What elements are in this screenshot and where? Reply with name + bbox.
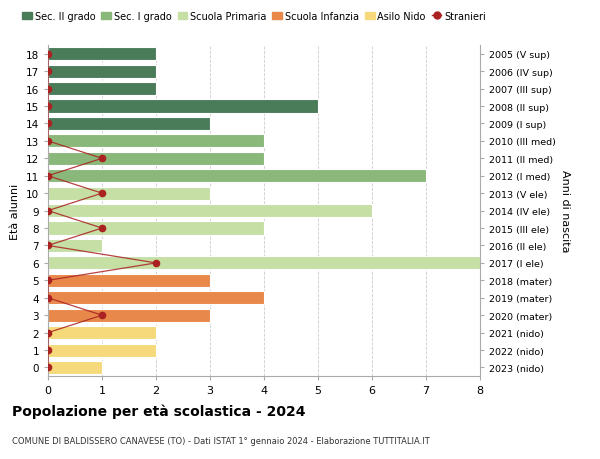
Bar	[48, 100, 318, 113]
Bar	[48, 240, 102, 252]
Bar	[48, 326, 156, 339]
Bar	[48, 222, 264, 235]
Text: COMUNE DI BALDISSERO CANAVESE (TO) - Dati ISTAT 1° gennaio 2024 - Elaborazione T: COMUNE DI BALDISSERO CANAVESE (TO) - Dat…	[12, 436, 430, 445]
Bar	[48, 152, 264, 166]
Bar	[48, 118, 210, 131]
Text: Popolazione per età scolastica - 2024: Popolazione per età scolastica - 2024	[12, 404, 305, 419]
Bar	[48, 309, 210, 322]
Bar	[48, 48, 156, 61]
Bar	[48, 170, 426, 183]
Y-axis label: Anni di nascita: Anni di nascita	[560, 170, 570, 252]
Legend: Sec. II grado, Sec. I grado, Scuola Primaria, Scuola Infanzia, Asilo Nido, Stran: Sec. II grado, Sec. I grado, Scuola Prim…	[19, 8, 490, 26]
Bar	[48, 187, 210, 200]
Bar	[48, 257, 480, 270]
Bar	[48, 83, 156, 96]
Bar	[48, 291, 264, 305]
Y-axis label: Età alunni: Età alunni	[10, 183, 20, 239]
Bar	[48, 205, 372, 218]
Bar	[48, 274, 210, 287]
Bar	[48, 344, 156, 357]
Bar	[48, 135, 264, 148]
Bar	[48, 361, 102, 374]
Bar	[48, 66, 156, 78]
